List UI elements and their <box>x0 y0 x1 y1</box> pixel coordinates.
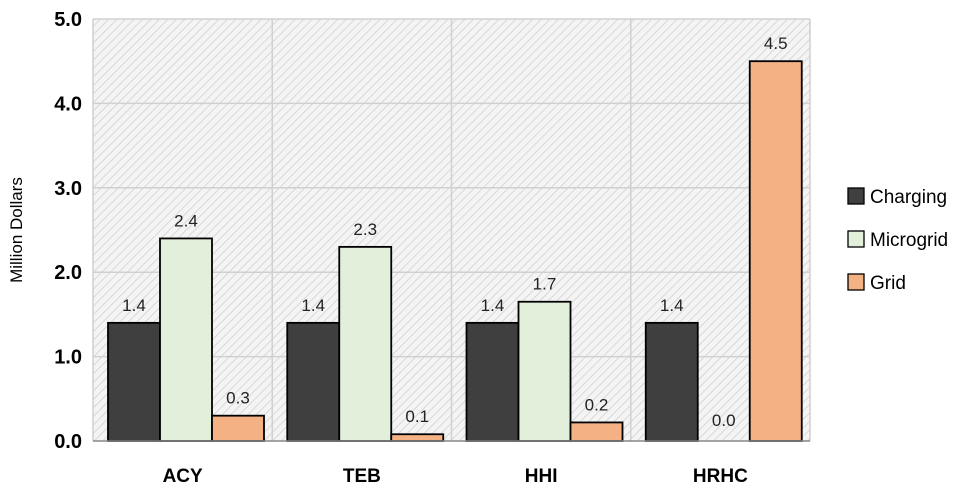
data-label: 4.5 <box>764 34 788 53</box>
legend-swatch-grid <box>847 273 865 291</box>
data-label: 1.4 <box>481 296 505 315</box>
x-tick-label: ACY <box>163 466 203 487</box>
y-tick-label: 3.0 <box>54 178 82 200</box>
data-label: 1.4 <box>660 296 684 315</box>
y-tick-label: 1.0 <box>54 347 82 369</box>
legend-label-microgrid: Microgrid <box>870 230 948 251</box>
bar-charging-teb <box>286 321 341 442</box>
bar-charging-hrhc <box>644 321 699 442</box>
data-label: 2.4 <box>174 211 198 230</box>
bar-grid-teb <box>390 433 445 442</box>
data-label: 1.4 <box>301 296 325 315</box>
bar-grid-acy <box>211 414 265 442</box>
data-labels: 1.4 2.4 0.3 1.4 2.3 0.1 1.4 1.7 0.2 1.4 4.5 0.0 <box>122 34 787 430</box>
data-label: 1.7 <box>533 275 557 294</box>
bar-microgrid-teb <box>338 245 393 442</box>
y-axis-title: Million Dollars <box>7 177 26 283</box>
bar-microgrid-hhi <box>517 300 572 442</box>
bar-grid-hrhc <box>748 60 803 442</box>
y-tick-label: 5.0 <box>54 9 82 31</box>
bar-charging-acy <box>107 321 161 442</box>
data-label: 0.3 <box>226 389 250 408</box>
legend: Charging Microgrid Grid <box>847 187 948 294</box>
legend-swatch-microgrid <box>847 230 865 248</box>
bar-microgrid-acy <box>159 237 213 442</box>
x-tick-label: TEB <box>343 466 381 487</box>
data-label: 0.0 <box>712 411 736 430</box>
data-label: 2.3 <box>353 220 377 239</box>
y-tick-label: 0.0 <box>54 431 82 453</box>
legend-label-grid: Grid <box>870 273 906 294</box>
x-tick-label: HRHC <box>693 466 748 487</box>
x-tick-labels: ACY TEB HHI HRHC <box>163 466 749 487</box>
y-tick-label: 4.0 <box>54 93 82 115</box>
data-label: 1.4 <box>122 296 146 315</box>
bars <box>107 60 803 442</box>
data-label: 0.2 <box>585 395 609 414</box>
bar-grid-hhi <box>569 421 624 442</box>
y-tick-labels: 0.0 1.0 2.0 3.0 4.0 5.0 <box>54 9 82 453</box>
x-tick-label: HHI <box>525 466 558 487</box>
y-tick-label: 2.0 <box>54 262 82 284</box>
bar-charging-hhi <box>465 321 520 442</box>
legend-label-charging: Charging <box>870 187 947 208</box>
data-label: 0.1 <box>405 407 429 426</box>
legend-swatch-charging <box>847 187 865 205</box>
